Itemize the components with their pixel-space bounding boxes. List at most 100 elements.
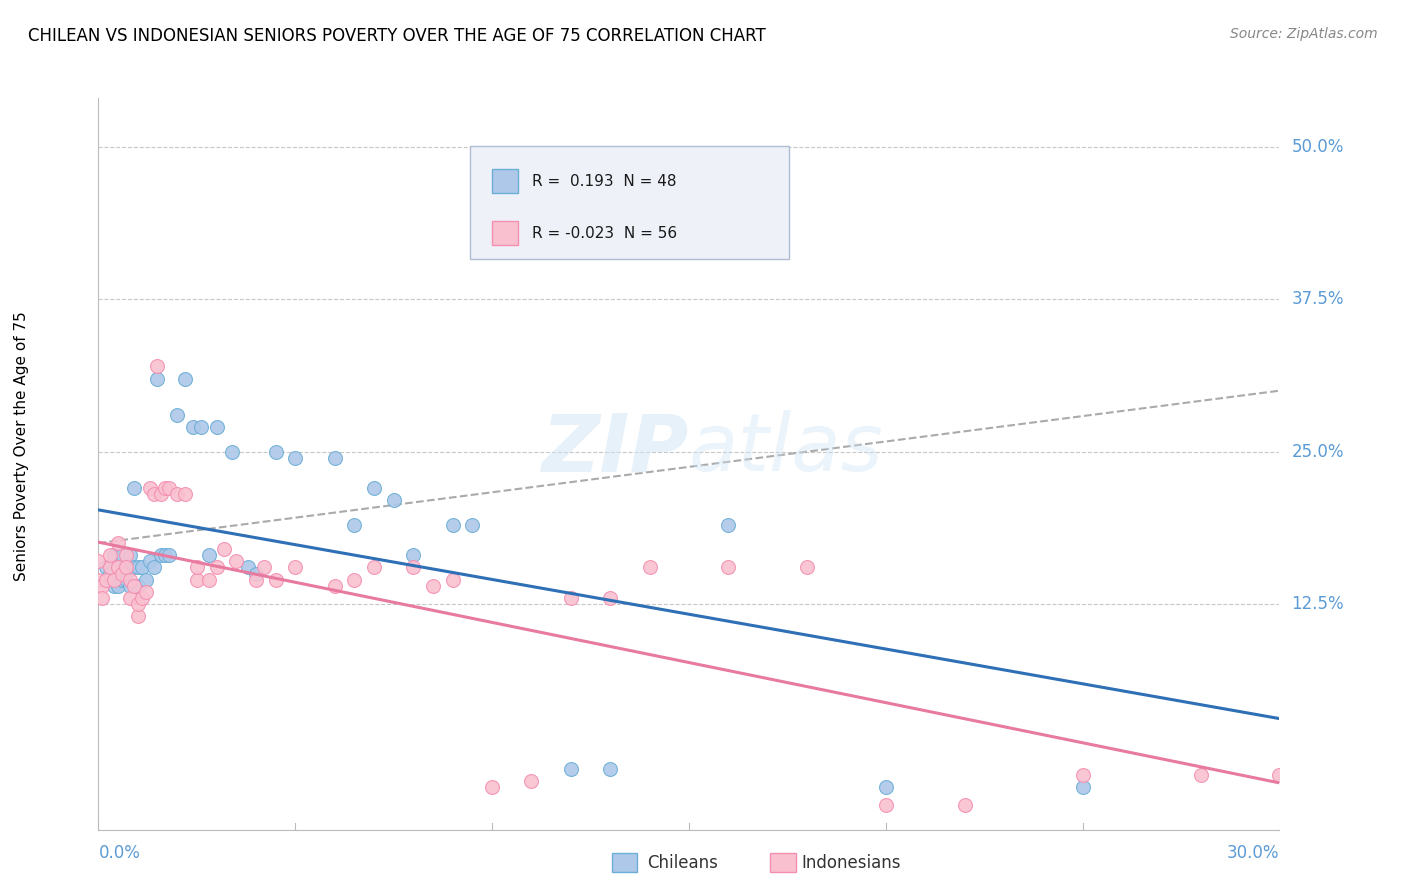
Point	[150, 487, 173, 501]
Point	[796, 560, 818, 574]
Point	[155, 548, 177, 563]
Point	[142, 487, 165, 501]
Point	[103, 548, 125, 563]
Text: R =  0.193  N = 48: R = 0.193 N = 48	[531, 174, 676, 189]
Point	[118, 591, 141, 605]
Point	[174, 371, 197, 385]
Point	[1189, 767, 1212, 781]
Point	[107, 579, 129, 593]
Point	[115, 573, 138, 587]
Point	[111, 566, 134, 581]
Point	[245, 566, 267, 581]
Point	[166, 408, 188, 422]
Point	[363, 560, 385, 574]
Point	[111, 573, 134, 587]
Point	[150, 548, 173, 563]
Point	[190, 420, 212, 434]
Point	[402, 560, 425, 574]
Point	[103, 579, 125, 593]
Point	[87, 554, 110, 568]
Point	[115, 560, 138, 574]
Point	[135, 573, 157, 587]
Point	[127, 597, 149, 611]
Point	[91, 591, 114, 605]
Point	[197, 548, 219, 563]
Point	[87, 573, 110, 587]
Point	[115, 560, 138, 574]
Point	[131, 591, 153, 605]
Point	[127, 560, 149, 574]
Point	[107, 536, 129, 550]
Point	[96, 560, 118, 574]
Point	[1071, 780, 1094, 794]
FancyBboxPatch shape	[492, 221, 517, 245]
Point	[225, 554, 247, 568]
Point	[98, 560, 121, 574]
Text: ZIP: ZIP	[541, 410, 689, 488]
Point	[221, 444, 243, 458]
Point	[284, 560, 307, 574]
Point	[135, 585, 157, 599]
Point	[717, 560, 740, 574]
Point	[245, 573, 267, 587]
Text: 50.0%: 50.0%	[1291, 138, 1344, 156]
Point	[96, 573, 118, 587]
FancyBboxPatch shape	[492, 169, 517, 194]
Point	[157, 481, 180, 495]
Point	[122, 560, 145, 574]
Point	[253, 560, 276, 574]
Point	[127, 609, 149, 624]
Point	[422, 579, 444, 593]
Point	[363, 481, 385, 495]
Point	[118, 573, 141, 587]
Point	[284, 450, 307, 465]
Point	[717, 517, 740, 532]
Point	[115, 548, 138, 563]
Text: Source: ZipAtlas.com: Source: ZipAtlas.com	[1230, 27, 1378, 41]
Point	[264, 444, 287, 458]
Point	[91, 579, 114, 593]
Point	[138, 481, 160, 495]
Point	[323, 450, 346, 465]
Point	[174, 487, 197, 501]
Point	[264, 573, 287, 587]
Text: 25.0%: 25.0%	[1291, 442, 1344, 460]
Point	[520, 773, 543, 788]
Point	[461, 517, 484, 532]
Point	[343, 517, 366, 532]
Text: Seniors Poverty Over the Age of 75: Seniors Poverty Over the Age of 75	[14, 311, 28, 581]
Point	[560, 762, 582, 776]
Text: Indonesians: Indonesians	[801, 855, 901, 872]
Point	[1071, 767, 1094, 781]
Point	[441, 573, 464, 587]
Point	[186, 560, 208, 574]
Point	[181, 420, 204, 434]
Point	[98, 566, 121, 581]
Point	[138, 554, 160, 568]
Point	[953, 798, 976, 813]
Point	[599, 762, 621, 776]
Text: 37.5%: 37.5%	[1291, 290, 1344, 309]
Point	[111, 548, 134, 563]
Point	[205, 420, 228, 434]
Point	[107, 560, 129, 574]
Text: Chileans: Chileans	[647, 855, 717, 872]
Point	[205, 560, 228, 574]
Text: R = -0.023  N = 56: R = -0.023 N = 56	[531, 226, 676, 241]
Point	[103, 573, 125, 587]
Point	[197, 573, 219, 587]
Point	[122, 579, 145, 593]
Point	[875, 780, 897, 794]
Point	[186, 573, 208, 587]
Point	[236, 560, 259, 574]
Point	[131, 560, 153, 574]
Point	[166, 487, 188, 501]
Point	[481, 177, 503, 191]
Point	[323, 579, 346, 593]
Point	[343, 573, 366, 587]
Point	[402, 548, 425, 563]
Point	[560, 591, 582, 605]
Point	[118, 548, 141, 563]
Point	[142, 560, 165, 574]
Point	[157, 548, 180, 563]
